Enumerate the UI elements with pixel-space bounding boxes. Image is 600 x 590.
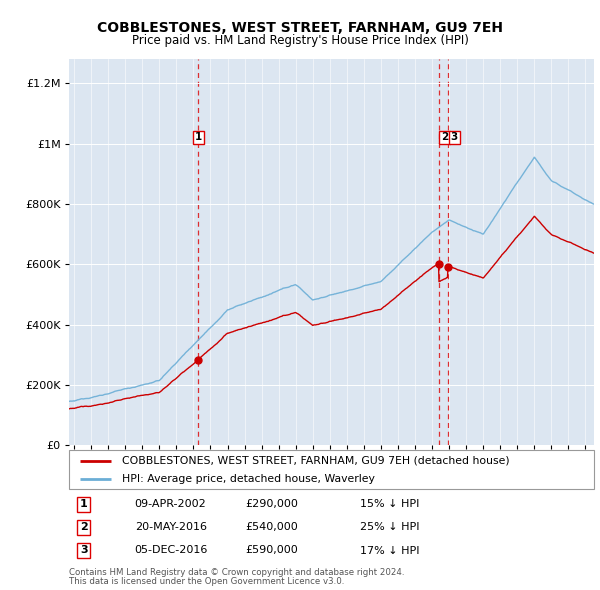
Text: 20-MAY-2016: 20-MAY-2016 bbox=[134, 523, 206, 532]
Text: This data is licensed under the Open Government Licence v3.0.: This data is licensed under the Open Gov… bbox=[69, 577, 344, 586]
Text: 3: 3 bbox=[80, 546, 88, 556]
Text: 05-DEC-2016: 05-DEC-2016 bbox=[134, 546, 208, 556]
Text: £540,000: £540,000 bbox=[245, 523, 298, 532]
Text: Contains HM Land Registry data © Crown copyright and database right 2024.: Contains HM Land Registry data © Crown c… bbox=[69, 568, 404, 576]
Text: £590,000: £590,000 bbox=[245, 546, 298, 556]
Text: Price paid vs. HM Land Registry's House Price Index (HPI): Price paid vs. HM Land Registry's House … bbox=[131, 34, 469, 47]
Text: £290,000: £290,000 bbox=[245, 499, 298, 509]
Text: 2: 2 bbox=[441, 133, 448, 143]
Text: 2: 2 bbox=[80, 523, 88, 532]
Text: 17% ↓ HPI: 17% ↓ HPI bbox=[361, 546, 420, 556]
Text: 1: 1 bbox=[194, 133, 202, 143]
Text: 25% ↓ HPI: 25% ↓ HPI bbox=[361, 523, 420, 532]
Text: HPI: Average price, detached house, Waverley: HPI: Average price, detached house, Wave… bbox=[121, 474, 374, 484]
Text: 3: 3 bbox=[451, 133, 458, 143]
Text: COBBLESTONES, WEST STREET, FARNHAM, GU9 7EH: COBBLESTONES, WEST STREET, FARNHAM, GU9 … bbox=[97, 21, 503, 35]
Text: COBBLESTONES, WEST STREET, FARNHAM, GU9 7EH (detached house): COBBLESTONES, WEST STREET, FARNHAM, GU9 … bbox=[121, 456, 509, 466]
Text: 15% ↓ HPI: 15% ↓ HPI bbox=[361, 499, 420, 509]
Text: 1: 1 bbox=[80, 499, 88, 509]
FancyBboxPatch shape bbox=[69, 450, 594, 489]
Text: 09-APR-2002: 09-APR-2002 bbox=[134, 499, 206, 509]
